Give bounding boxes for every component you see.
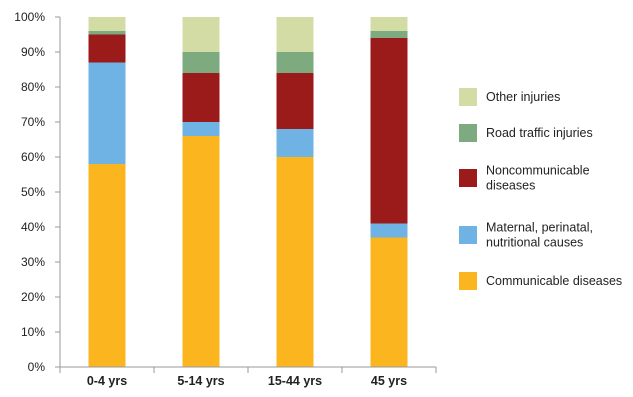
legend-swatch-road-traffic-injuries bbox=[459, 124, 477, 142]
bar-45-yrs-noncommunicable-diseases bbox=[370, 38, 408, 224]
bar-15-44-yrs-maternal-perinatal-nutritional-causes bbox=[276, 129, 314, 157]
legend-label-maternal-perinatal-nutritional-causes: Maternal, perinatal, nutritional causes bbox=[486, 221, 593, 250]
bar-0-4-yrs-maternal-perinatal-nutritional-causes bbox=[88, 62, 126, 164]
bar-15-44-yrs-other-injuries bbox=[276, 17, 314, 52]
legend-swatch-communicable-diseases bbox=[459, 272, 477, 290]
bar-5-14-yrs-noncommunicable-diseases bbox=[182, 73, 220, 122]
bar-45-yrs-other-injuries bbox=[370, 17, 408, 31]
x-tick-label: 0-4 yrs bbox=[87, 374, 127, 388]
legend-label-communicable-diseases: Communicable diseases bbox=[486, 274, 622, 288]
legend-label-noncommunicable-diseases: Noncommunicable diseases bbox=[486, 164, 590, 193]
bars-layer bbox=[88, 17, 408, 367]
legend-label-other-injuries: Other injuries bbox=[486, 90, 560, 104]
bar-0-4-yrs-noncommunicable-diseases bbox=[88, 34, 126, 63]
y-tick-label: 50% bbox=[21, 185, 45, 199]
bar-0-4-yrs-other-injuries bbox=[88, 17, 126, 31]
bar-45-yrs-communicable-diseases bbox=[370, 237, 408, 367]
bar-5-14-yrs-communicable-diseases bbox=[182, 136, 220, 367]
y-tick-label: 60% bbox=[21, 150, 45, 164]
bar-0-4-yrs-road-traffic-injuries bbox=[88, 31, 126, 35]
y-tick-label: 40% bbox=[21, 220, 45, 234]
bar-5-14-yrs-maternal-perinatal-nutritional-causes bbox=[182, 122, 220, 136]
bar-5-14-yrs-road-traffic-injuries bbox=[182, 52, 220, 73]
legend-swatch-other-injuries bbox=[459, 88, 477, 106]
legend: Other injuries Road traffic injuries Nonco… bbox=[459, 88, 622, 290]
x-tick-label: 5-14 yrs bbox=[177, 374, 224, 388]
bar-0-4-yrs-communicable-diseases bbox=[88, 164, 126, 367]
bar-5-14-yrs-other-injuries bbox=[182, 17, 220, 52]
x-tick-label: 45 yrs bbox=[371, 374, 407, 388]
y-tick-label: 80% bbox=[21, 80, 45, 94]
y-tick-label: 20% bbox=[21, 290, 45, 304]
x-tick-label: 15-44 yrs bbox=[268, 374, 322, 388]
bar-15-44-yrs-noncommunicable-diseases bbox=[276, 73, 314, 129]
axes-layer: 0% 10% 20% 30% 40% 50% 60% 70% 80% 90% 100% 0-4 yrs… bbox=[14, 10, 437, 388]
y-tick-label: 30% bbox=[21, 255, 45, 269]
y-tick-label: 10% bbox=[21, 325, 45, 339]
legend-swatch-maternal-perinatal-nutritional-causes bbox=[459, 226, 477, 244]
legend-swatch-noncommunicable-diseases bbox=[459, 169, 477, 187]
y-tick-label: 90% bbox=[21, 45, 45, 59]
bar-45-yrs-maternal-perinatal-nutritional-causes bbox=[370, 223, 408, 238]
bar-15-44-yrs-communicable-diseases bbox=[276, 157, 314, 367]
legend-label-road-traffic-injuries: Road traffic injuries bbox=[486, 126, 593, 140]
y-tick-label: 70% bbox=[21, 115, 45, 129]
y-tick-label: 100% bbox=[14, 10, 45, 24]
bar-45-yrs-road-traffic-injuries bbox=[370, 31, 408, 38]
bar-15-44-yrs-road-traffic-injuries bbox=[276, 52, 314, 73]
y-tick-label: 0% bbox=[28, 360, 46, 374]
